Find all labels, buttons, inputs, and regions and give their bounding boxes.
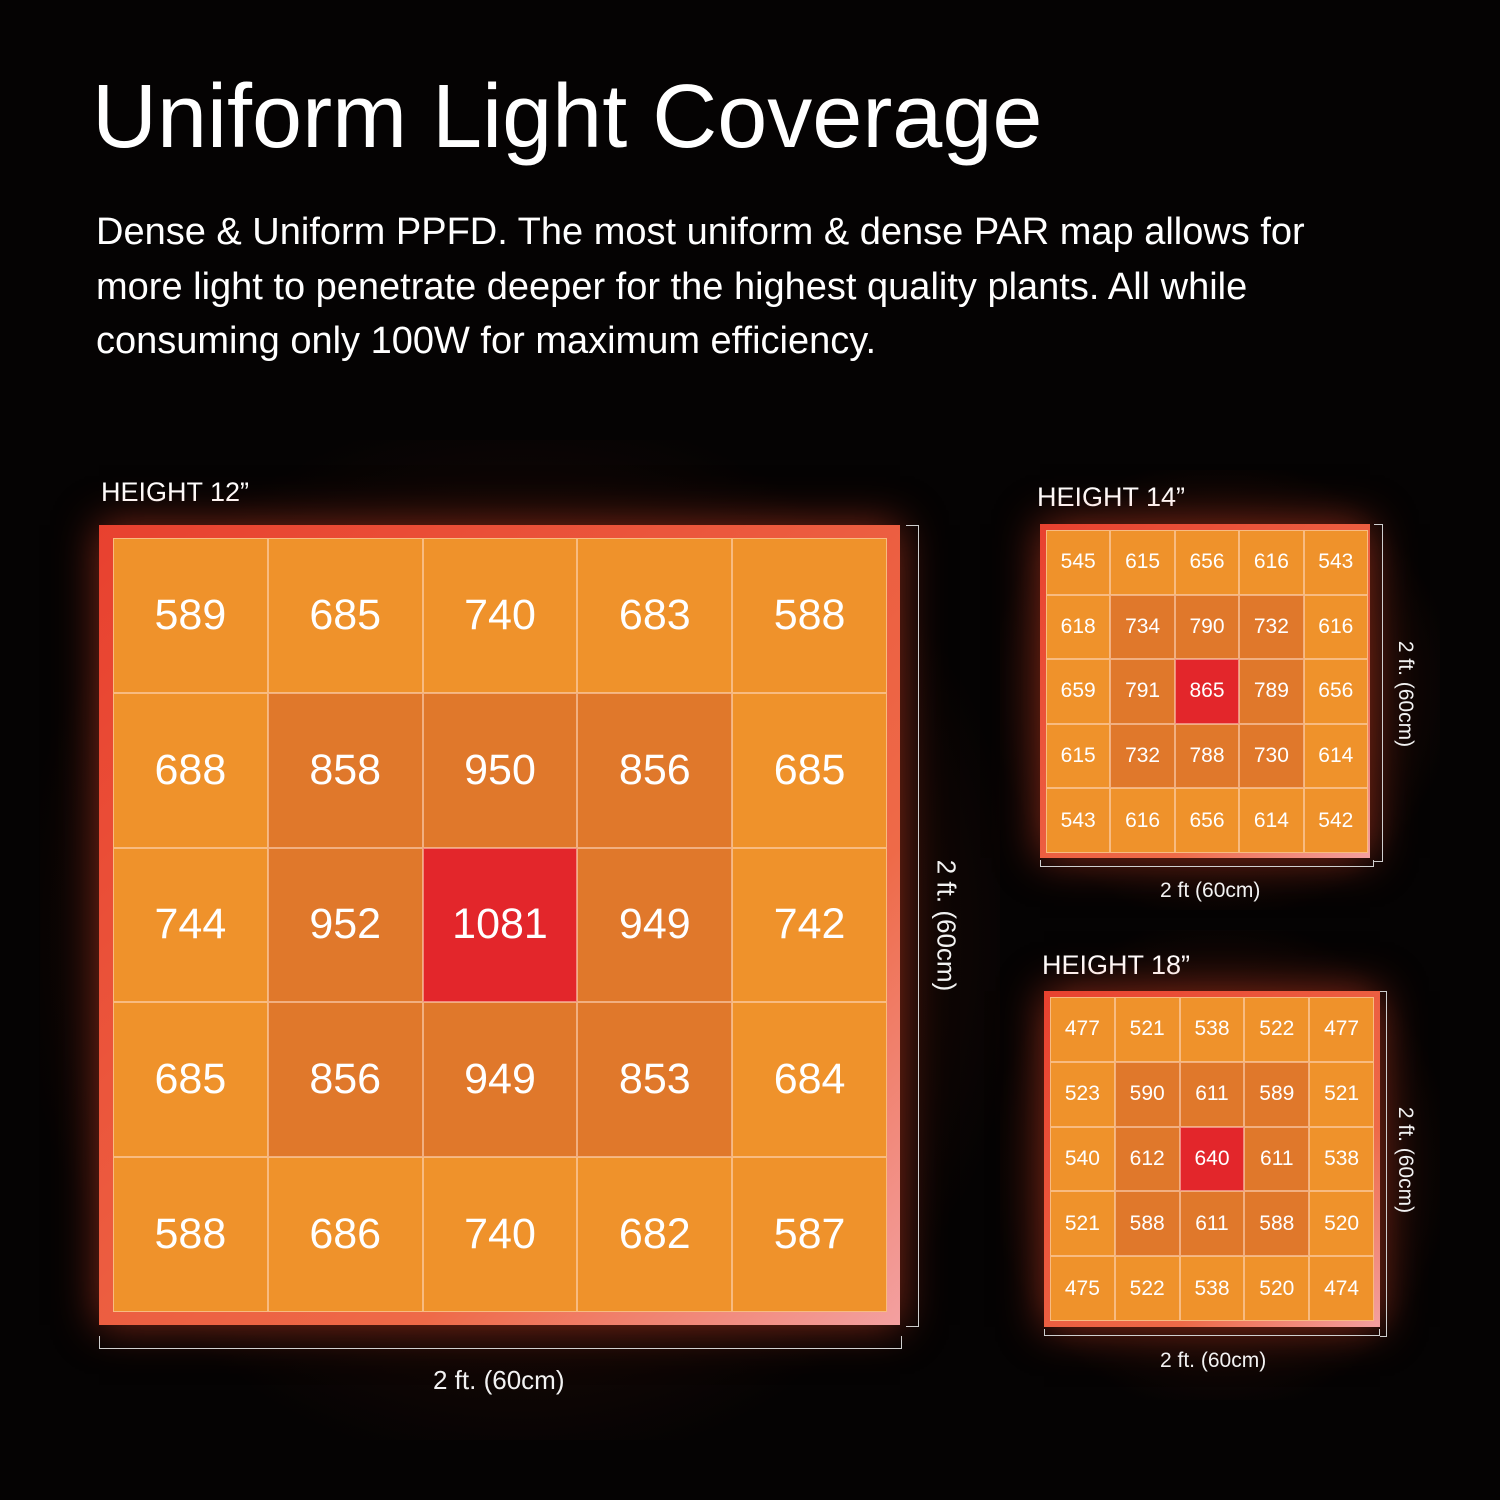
heatmap-cell: 685	[732, 692, 887, 848]
heatmap-cell: 615	[1046, 723, 1111, 789]
heatmap-12-x-bracket	[99, 1336, 902, 1349]
heatmap-cell: 475	[1050, 1256, 1115, 1321]
heatmap-cell: 521	[1114, 997, 1180, 1062]
heatmap-12-title: HEIGHT 12”	[101, 477, 250, 507]
heatmap-cell: 788	[1174, 723, 1240, 789]
heatmap-cell: 683	[577, 538, 733, 693]
heatmap-cell: 682	[577, 1157, 733, 1312]
heatmap-cell: 521	[1309, 1061, 1374, 1127]
heatmap-12-xlabel: 2 ft. (60cm)	[433, 1365, 565, 1395]
heatmap-18-frame: 477 521 538 522 477 523 590 611 589 521 540 612 640 6…	[1044, 991, 1380, 1327]
heatmap-cell: 740	[422, 538, 578, 693]
heatmap-cell: 615	[1110, 530, 1175, 595]
heatmap-cell: 543	[1046, 788, 1111, 853]
heatmap-cell: 542	[1303, 788, 1368, 853]
heatmap-18-title: HEIGHT 18”	[1042, 950, 1191, 980]
heatmap-cell: 587	[732, 1157, 887, 1312]
heatmap-cell: 732	[1110, 723, 1175, 789]
heatmap-cell: 521	[1050, 1191, 1115, 1257]
heatmap-cell: 685	[113, 1002, 268, 1158]
heatmap-cell: 949	[577, 847, 733, 1003]
heatmap-18-xlabel: 2 ft. (60cm)	[1160, 1349, 1267, 1372]
heatmap-14-frame: 545 615 656 616 543 618 734 790 732 616 659 791 865 7…	[1040, 524, 1370, 858]
heatmap-cell: 477	[1050, 997, 1115, 1062]
heatmap-cell: 520	[1244, 1256, 1310, 1321]
heatmap-18-grid: 477 521 538 522 477 523 590 611 589 521 540 612 640 6…	[1050, 997, 1374, 1321]
heatmap-cell: 856	[267, 1002, 423, 1158]
heatmap-cell: 616	[1110, 788, 1175, 853]
heatmap-cell: 588	[1244, 1191, 1310, 1257]
heatmap-12-frame: 589 685 740 683 588 688 858 950 856 685 744 952 1081…	[99, 525, 900, 1325]
heatmap-cell: 543	[1303, 530, 1368, 595]
heatmap-cell: 949	[422, 1002, 578, 1158]
heatmap-cell: 742	[732, 847, 887, 1003]
heatmap-18-y-bracket	[1380, 991, 1387, 1337]
heatmap-cell: 686	[267, 1157, 423, 1312]
heatmap-cell: 730	[1239, 723, 1304, 789]
page-title: Uniform Light Coverage	[92, 67, 1043, 167]
heatmap-cell: 614	[1239, 788, 1304, 853]
heatmap-cell: 616	[1239, 530, 1304, 595]
heatmap-cell: 853	[577, 1002, 733, 1158]
heatmap-cell: 538	[1179, 1256, 1245, 1321]
heatmap-12-grid: 589 685 740 683 588 688 858 950 856 685 744 952 1081…	[113, 538, 887, 1312]
heatmap-14-y-bracket	[1374, 524, 1383, 862]
heatmap-cell: 618	[1046, 594, 1111, 660]
heatmap-cell: 656	[1174, 530, 1240, 595]
heatmap-cell: 538	[1309, 1126, 1374, 1192]
heatmap-cell: 685	[267, 538, 423, 693]
page-subtitle: Dense & Uniform PPFD. The most uniform &…	[96, 211, 1305, 362]
heatmap-cell: 611	[1179, 1061, 1245, 1127]
heatmap-cell: 522	[1114, 1256, 1180, 1321]
heatmap-14-x-bracket	[1040, 860, 1374, 867]
heatmap-18-x-bracket	[1044, 1329, 1380, 1336]
heatmap-cell: 791	[1110, 659, 1175, 724]
heatmap-cell: 477	[1309, 997, 1374, 1062]
heatmap-12-y-bracket	[906, 525, 919, 1327]
heatmap-cell: 732	[1239, 594, 1304, 660]
heatmap-14-title: HEIGHT 14”	[1037, 482, 1186, 512]
heatmap-cell: 588	[732, 538, 887, 693]
heatmap-cell: 538	[1179, 997, 1245, 1062]
heatmap-cell: 952	[267, 847, 423, 1003]
heatmap-cell: 612	[1114, 1126, 1180, 1192]
heatmap-cell: 950	[422, 692, 578, 848]
heatmap-cell: 611	[1244, 1126, 1310, 1192]
heatmap-cell: 684	[732, 1002, 887, 1158]
heatmap-cell: 520	[1309, 1191, 1374, 1257]
heatmap-cell: 474	[1309, 1256, 1374, 1321]
heatmap-cell: 858	[267, 692, 423, 848]
heatmap-cell: 656	[1174, 788, 1240, 853]
heatmap-cell: 659	[1046, 659, 1111, 724]
heatmap-cell: 590	[1114, 1061, 1180, 1127]
heatmap-cell: 790	[1174, 594, 1240, 660]
heatmap-cell: 588	[113, 1157, 268, 1312]
heatmap-cell: 540	[1050, 1126, 1115, 1192]
heatmap-cell: 589	[113, 538, 268, 693]
heatmap-cell: 523	[1050, 1061, 1115, 1127]
heatmap-cell: 522	[1244, 997, 1310, 1062]
heatmap-cell: 640	[1179, 1126, 1245, 1192]
heatmap-cell: 545	[1046, 530, 1111, 595]
heatmap-14-grid: 545 615 656 616 543 618 734 790 732 616 659 791 865 7…	[1046, 530, 1368, 853]
heatmap-12-ylabel: 2 ft. (60cm)	[931, 859, 962, 992]
heatmap-14-ylabel: 2 ft. (60cm)	[1394, 640, 1417, 748]
heatmap-cell: 616	[1303, 594, 1368, 660]
heatmap-cell: 589	[1244, 1061, 1310, 1127]
heatmap-cell: 611	[1179, 1191, 1245, 1257]
heatmap-cell: 688	[113, 692, 268, 848]
heatmap-cell: 614	[1303, 723, 1368, 789]
heatmap-cell: 656	[1303, 659, 1368, 724]
heatmap-cell: 789	[1239, 659, 1304, 724]
heatmap-14-xlabel: 2 ft (60cm)	[1160, 879, 1261, 902]
heatmap-cell: 734	[1110, 594, 1175, 660]
heatmap-cell: 856	[577, 692, 733, 848]
heatmap-cell: 740	[422, 1157, 578, 1312]
heatmap-cell: 588	[1114, 1191, 1180, 1257]
heatmap-cell: 865	[1174, 659, 1240, 724]
heatmap-cell: 1081	[422, 847, 578, 1003]
heatmap-18-ylabel: 2 ft. (60cm)	[1394, 1106, 1417, 1214]
heatmap-cell: 744	[113, 847, 268, 1003]
